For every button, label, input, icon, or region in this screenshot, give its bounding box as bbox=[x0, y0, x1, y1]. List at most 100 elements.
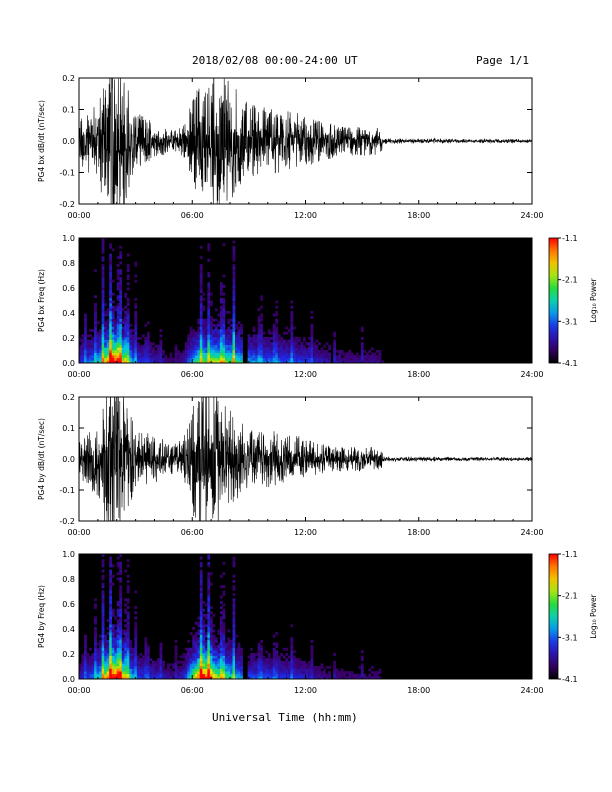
spectrogram-cell bbox=[230, 668, 233, 672]
spectrogram-cell bbox=[84, 331, 87, 335]
spectrogram-cell bbox=[134, 663, 138, 667]
spectrogram-cell bbox=[114, 334, 118, 338]
spectrogram-cell bbox=[126, 673, 130, 677]
spectrogram-cell bbox=[81, 665, 85, 669]
spectrogram-cell bbox=[353, 357, 357, 361]
spectrogram-cell bbox=[101, 331, 105, 335]
spectrogram-cell bbox=[222, 300, 226, 304]
spectrogram-cell bbox=[232, 287, 236, 291]
spectrogram-cell bbox=[333, 668, 336, 672]
spectrogram-cell bbox=[119, 347, 123, 351]
spectrogram-cell bbox=[199, 339, 203, 343]
spectrogram-cell bbox=[111, 339, 115, 343]
spectrogram-cell bbox=[126, 580, 130, 583]
spectrogram-cell bbox=[146, 647, 150, 651]
spectrogram-cell bbox=[338, 671, 342, 675]
spectrogram-cell bbox=[368, 673, 372, 677]
spectrogram-cell bbox=[204, 334, 208, 338]
spectrogram-cell bbox=[350, 360, 354, 364]
spectrogram-cell bbox=[222, 658, 226, 662]
spectrogram-cell bbox=[179, 357, 183, 361]
spectrogram-cell bbox=[333, 334, 336, 338]
spectrogram-cell bbox=[232, 663, 236, 667]
spectrogram-cell bbox=[262, 336, 266, 340]
spectrogram-cell bbox=[262, 355, 266, 359]
spectrogram-cell bbox=[378, 352, 382, 356]
spectrogram-cell bbox=[106, 652, 110, 656]
spectrogram-cell bbox=[111, 352, 115, 356]
spectrogram-cell bbox=[295, 665, 299, 669]
spectrogram-cell bbox=[232, 559, 236, 563]
spectrogram-cell bbox=[174, 349, 178, 353]
spectrogram-cell bbox=[189, 665, 193, 669]
spectrogram-cell bbox=[116, 564, 120, 568]
spectrogram-cell bbox=[300, 676, 304, 680]
spectrogram-cell bbox=[194, 645, 198, 649]
spectrogram-cell bbox=[124, 305, 128, 309]
spectrogram-cell bbox=[302, 671, 306, 675]
spectrogram-cell bbox=[116, 634, 120, 638]
spectrogram-cell bbox=[219, 282, 223, 286]
spectrogram-cell bbox=[227, 637, 231, 641]
spectrogram-cell bbox=[212, 642, 216, 646]
spectrogram-cell bbox=[232, 274, 236, 278]
spectrogram-cell bbox=[184, 344, 188, 348]
spectrogram-cell bbox=[109, 310, 113, 314]
spectrogram-cell bbox=[121, 647, 125, 651]
spectrogram-cell bbox=[106, 334, 110, 338]
spectrogram-cell bbox=[227, 652, 231, 656]
spectrogram-cell bbox=[207, 671, 211, 675]
y-tick-label: 0.8 bbox=[62, 259, 75, 268]
spectrogram-cell bbox=[192, 637, 196, 641]
spectrogram-cell bbox=[81, 655, 85, 659]
spectrogram-cell bbox=[219, 344, 223, 348]
spectrogram-cell bbox=[192, 334, 196, 338]
spectrogram-cell bbox=[207, 339, 211, 343]
y-tick-label: -0.1 bbox=[59, 169, 75, 178]
spectrogram-cell bbox=[297, 357, 301, 361]
spectrogram-cell bbox=[363, 349, 367, 353]
spectrogram-cell bbox=[79, 668, 82, 672]
spectrogram-cell bbox=[159, 668, 163, 672]
spectrogram-cell bbox=[109, 331, 113, 335]
spectrogram-cell bbox=[124, 336, 128, 340]
spectrogram-cell bbox=[310, 650, 314, 654]
spectrogram-cell bbox=[106, 331, 110, 335]
spectrogram-cell bbox=[119, 308, 123, 312]
spectrogram-cell bbox=[260, 655, 264, 659]
spectrogram-cell bbox=[257, 339, 261, 343]
spectrogram-cell bbox=[124, 676, 128, 680]
spectrogram-cell bbox=[192, 655, 196, 659]
spectrogram-cell bbox=[146, 671, 150, 675]
spectrogram-cell bbox=[207, 258, 211, 262]
spectrogram-cell bbox=[295, 352, 299, 356]
colorbar bbox=[548, 553, 559, 680]
spectrogram-cell bbox=[260, 352, 264, 356]
spectrogram-cell bbox=[197, 347, 201, 351]
spectrogram-cell bbox=[116, 647, 120, 651]
spectrogram-cell bbox=[270, 331, 274, 335]
spectrogram-cell bbox=[232, 271, 236, 275]
spectrogram-cell bbox=[287, 655, 291, 659]
spectrogram-cell bbox=[260, 357, 264, 361]
spectrogram-cell bbox=[177, 352, 180, 356]
spectrogram-cell bbox=[101, 671, 105, 675]
spectrogram-cell bbox=[267, 652, 271, 656]
spectrogram-cell bbox=[224, 642, 228, 646]
spectrogram-cell bbox=[360, 355, 364, 359]
spectrogram-cell bbox=[209, 650, 213, 654]
spectrogram-cell bbox=[199, 316, 203, 320]
spectrogram-cell bbox=[207, 650, 211, 654]
spectrogram-cell bbox=[209, 621, 213, 625]
spectrogram-cell bbox=[272, 360, 276, 364]
spectrogram-cell bbox=[121, 331, 125, 335]
spectrogram-cell bbox=[348, 357, 352, 361]
spectrogram-cell bbox=[230, 357, 233, 361]
spectrogram-cell bbox=[328, 665, 331, 669]
spectrogram-cell bbox=[222, 637, 226, 641]
spectrogram-cell bbox=[365, 360, 369, 364]
spectrogram-cell bbox=[224, 339, 228, 343]
spectrogram-cell bbox=[285, 665, 289, 669]
spectrogram-cell bbox=[121, 663, 125, 667]
spectrogram-cell bbox=[270, 676, 274, 680]
